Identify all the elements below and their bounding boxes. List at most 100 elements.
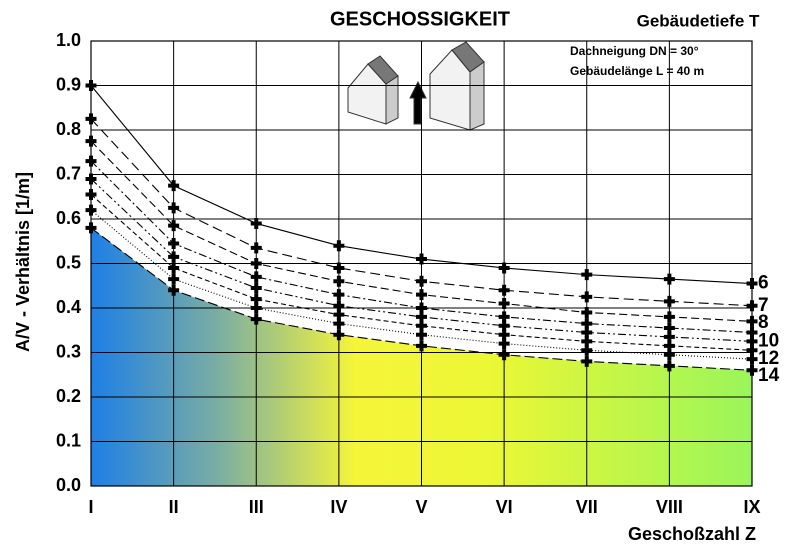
marker [168, 284, 180, 296]
marker [333, 275, 345, 287]
marker [498, 284, 510, 296]
marker [498, 320, 510, 332]
marker [663, 340, 675, 352]
y-tick-label: 0.2 [56, 386, 81, 406]
marker [168, 202, 180, 214]
marker [85, 113, 97, 125]
marker [85, 189, 97, 201]
marker [416, 302, 427, 314]
marker [746, 315, 758, 327]
marker [250, 242, 262, 254]
x-tick-label: II [169, 497, 179, 517]
annotation: Gebäudelänge L = 40 m [570, 64, 704, 78]
marker [333, 318, 345, 330]
marker [250, 313, 262, 325]
marker [250, 293, 262, 305]
x-tick-label: IX [743, 497, 760, 517]
y-tick-label: 0.8 [56, 119, 81, 139]
series-label: 12 [758, 348, 779, 369]
series-label: 7 [758, 295, 769, 316]
y-tick-label: 1.0 [56, 30, 81, 50]
marker [333, 300, 345, 312]
x-tick-label: I [88, 497, 93, 517]
marker [663, 360, 675, 372]
marker [85, 222, 97, 234]
marker [746, 344, 758, 356]
marker [581, 335, 593, 347]
marker [581, 318, 593, 330]
marker [581, 291, 593, 303]
marker [168, 273, 180, 285]
marker [333, 240, 345, 252]
chart-title: GESCHOSSIGKEIT [330, 8, 510, 30]
annotation: Dachneigung DN = 30° [570, 44, 699, 58]
marker [663, 349, 675, 361]
y-tick-label: 0.6 [56, 208, 81, 228]
x-tick-label: IV [330, 497, 347, 517]
marker [168, 237, 180, 249]
x-tick-label: VIII [656, 497, 683, 517]
marker [250, 217, 262, 229]
y-tick-label: 0.4 [56, 297, 81, 317]
y-tick-label: 0.1 [56, 430, 81, 450]
marker [663, 322, 675, 334]
marker [498, 298, 510, 310]
y-tick-label: 0.3 [56, 341, 81, 361]
marker [581, 344, 593, 356]
marker [746, 300, 758, 312]
marker [746, 326, 758, 338]
marker [85, 80, 97, 91]
y-tick-label: 0.7 [56, 163, 81, 183]
marker [498, 311, 510, 323]
series-line [90, 194, 753, 351]
marker [333, 329, 345, 341]
marker [581, 306, 593, 318]
y-tick-label: 0.0 [56, 475, 81, 495]
marker [416, 311, 427, 323]
marker [85, 173, 97, 185]
marker [250, 282, 262, 294]
marker [581, 326, 593, 338]
y-axis-label: A/V - Verhältnis [1/m] [13, 172, 33, 352]
marker [168, 262, 180, 274]
marker [333, 262, 345, 274]
x-tick-label: V [415, 497, 427, 517]
marker [498, 329, 510, 341]
marker [333, 289, 345, 301]
marker [663, 311, 675, 323]
marker [85, 135, 97, 147]
series-label: 8 [758, 312, 769, 333]
marker [581, 355, 593, 367]
marker [498, 262, 510, 274]
x-axis-label: Geschoßzahl Z [628, 524, 756, 544]
marker [498, 349, 510, 361]
marker [250, 271, 262, 283]
marker [250, 302, 262, 314]
series-label: 6 [758, 273, 769, 294]
marker [416, 289, 427, 301]
marker [416, 340, 427, 352]
y-tick-label: 0.9 [56, 74, 81, 94]
marker [746, 353, 758, 365]
marker [85, 155, 97, 167]
marker [416, 329, 427, 341]
marker [498, 338, 510, 350]
marker [416, 320, 427, 332]
marker [416, 275, 427, 287]
marker [168, 251, 180, 263]
marker [85, 204, 97, 216]
marker [663, 331, 675, 343]
marker [581, 269, 593, 281]
marker [746, 278, 758, 290]
marker [168, 220, 180, 232]
series-label: 10 [758, 330, 779, 351]
y-tick-label: 0.5 [56, 252, 81, 272]
marker [333, 309, 345, 321]
series-label: 14 [758, 365, 780, 386]
marker [416, 253, 427, 265]
marker [746, 335, 758, 347]
marker [168, 180, 180, 192]
x-tick-label: VII [576, 497, 598, 517]
legend-title: Gebäudetiefe T [637, 11, 760, 30]
